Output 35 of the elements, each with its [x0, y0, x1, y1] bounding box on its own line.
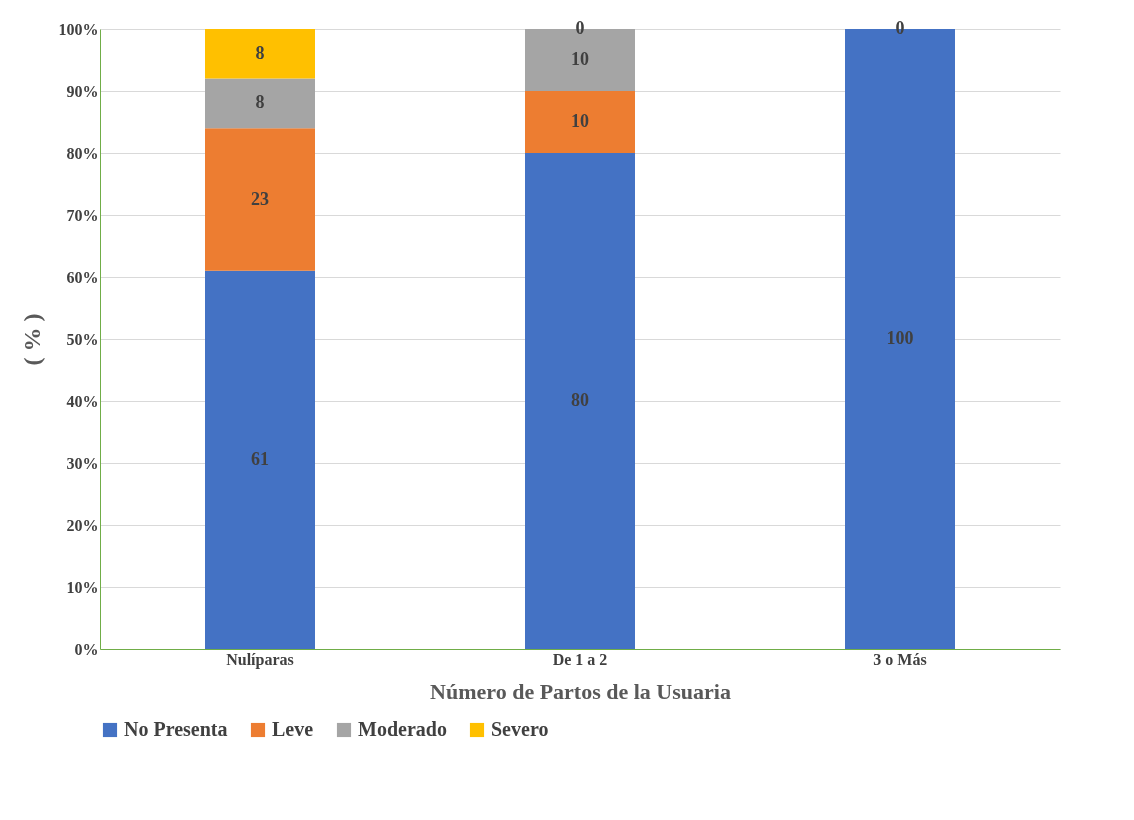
y-tick-label: 80% [66, 144, 99, 162]
bar [205, 270, 315, 649]
data-label: 10 [571, 49, 589, 69]
y-tick-label: 0% [74, 640, 99, 658]
y-tick-label: 30% [66, 454, 99, 472]
legend-label: No Presenta [124, 718, 228, 740]
data-label: 8 [255, 92, 265, 113]
x-tick-label: 3 o Más [873, 650, 927, 668]
bar [525, 153, 635, 649]
data-label: 0 [575, 18, 585, 38]
x-tick-label: De 1 a 2 [552, 650, 608, 668]
data-label: 10 [571, 111, 589, 131]
y-axis-title: ( % ) [18, 313, 45, 366]
data-label: 61 [251, 448, 269, 469]
bar [205, 29, 315, 79]
legend-label: Leve [272, 718, 314, 740]
bar [205, 128, 315, 271]
bar [525, 91, 635, 153]
data-label: 100 [886, 328, 914, 348]
y-tick-label: 60% [66, 268, 99, 286]
y-tick-label: 50% [66, 330, 99, 348]
y-tick-label: 90% [66, 82, 99, 100]
bar [205, 78, 315, 129]
legend-label: Severo [491, 718, 549, 740]
y-tick-label: 20% [66, 516, 99, 534]
y-tick-label: 40% [66, 392, 99, 410]
x-axis-title: Número de Partos de la Usuaria [430, 678, 731, 704]
legend-label: Moderado [358, 718, 447, 740]
data-label: 80 [571, 390, 589, 410]
y-tick-label: 100% [58, 20, 99, 38]
x-tick-label: Nulíparas [226, 650, 294, 669]
y-tick-label: 70% [66, 206, 99, 224]
data-label: 23 [251, 188, 269, 209]
y-tick-label: 10% [66, 578, 99, 596]
data-label: 8 [255, 42, 265, 63]
